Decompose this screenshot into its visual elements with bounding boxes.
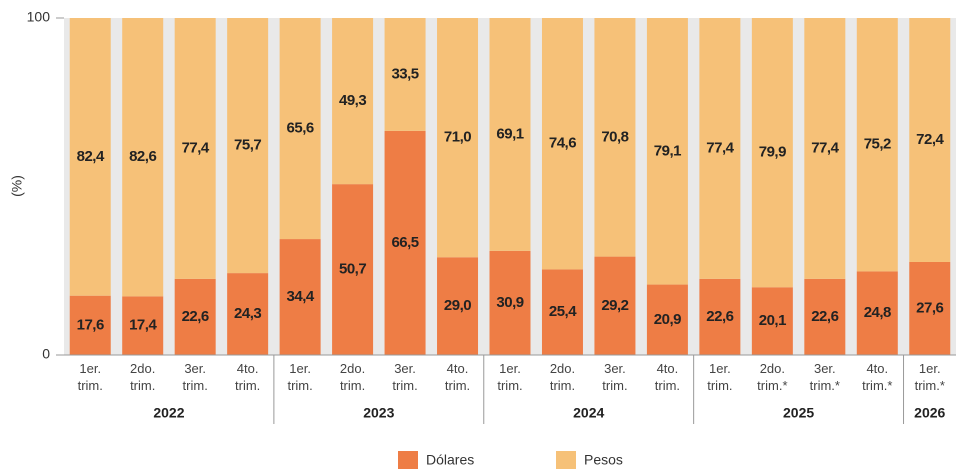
x-tick-label: 4to. trim. xyxy=(235,361,260,393)
value-label: 34,4 xyxy=(287,288,315,305)
bar-segment xyxy=(279,239,321,355)
value-label: 75,2 xyxy=(864,136,891,153)
year-label: 2023 xyxy=(363,405,394,421)
x-tick-label: 1er. trim. xyxy=(497,361,522,393)
legend-label: Dólares xyxy=(426,452,474,468)
x-tick-label: 2do. trim. xyxy=(550,361,575,393)
legend-swatch xyxy=(556,451,576,469)
value-label: 25,4 xyxy=(549,303,577,320)
legend-label: Pesos xyxy=(584,452,623,468)
year-label: 2026 xyxy=(914,405,945,421)
bar-segment xyxy=(804,18,846,279)
y-tick-label: 100 xyxy=(27,9,51,25)
x-tick-label: 2do. trim. xyxy=(130,361,155,393)
value-label: 30,9 xyxy=(496,294,523,311)
x-tick-label: 1er. trim.* xyxy=(915,361,945,393)
bar-segment xyxy=(541,269,583,355)
value-label: 24,3 xyxy=(234,305,261,322)
value-label: 71,0 xyxy=(444,129,471,146)
value-label: 22,6 xyxy=(811,308,838,325)
value-label: 65,6 xyxy=(287,120,314,137)
bar-segment xyxy=(646,18,688,285)
x-tick-label: 4to. trim. xyxy=(655,361,680,393)
value-label: 77,4 xyxy=(182,139,210,156)
value-label: 82,6 xyxy=(129,148,156,165)
bar-segment xyxy=(69,295,111,355)
value-label: 79,9 xyxy=(759,144,786,161)
bar-segment xyxy=(332,184,374,355)
value-label: 77,4 xyxy=(811,139,839,156)
value-label: 77,4 xyxy=(706,139,734,156)
bar-segment xyxy=(646,284,688,355)
year-label: 2024 xyxy=(573,405,604,421)
value-label: 82,4 xyxy=(77,148,105,165)
bar-segment xyxy=(69,18,111,296)
y-axis-label: (%) xyxy=(9,175,25,197)
bar-segment xyxy=(909,18,951,262)
bar-segment xyxy=(279,18,321,240)
value-label: 17,4 xyxy=(129,317,157,334)
bar-segment xyxy=(174,278,216,355)
bar-segment xyxy=(594,256,636,355)
value-label: 75,7 xyxy=(234,137,261,154)
x-tick-label: 3er. trim. xyxy=(392,361,417,393)
x-tick-label: 1er. trim. xyxy=(287,361,312,393)
value-label: 22,6 xyxy=(706,308,733,325)
bar-segment xyxy=(437,18,479,258)
value-label: 20,1 xyxy=(759,312,786,329)
value-label: 50,7 xyxy=(339,261,366,278)
value-label: 29,2 xyxy=(601,297,628,314)
year-label: 2025 xyxy=(783,405,814,421)
year-label: 2022 xyxy=(153,405,184,421)
value-label: 74,6 xyxy=(549,135,576,152)
x-tick-label: 1er. trim. xyxy=(78,361,103,393)
value-label: 33,5 xyxy=(391,65,418,82)
bar-segment xyxy=(489,18,531,251)
x-tick-label: 4to. trim.* xyxy=(862,361,892,393)
value-label: 24,8 xyxy=(864,304,891,321)
value-label: 72,4 xyxy=(916,131,944,148)
bar-segment xyxy=(804,278,846,355)
x-tick-label: 1er. trim. xyxy=(707,361,732,393)
value-label: 17,6 xyxy=(77,316,104,333)
x-tick-label: 3er. trim. xyxy=(183,361,208,393)
bar-segment xyxy=(541,18,583,270)
legend-swatch xyxy=(398,451,418,469)
bar-segment xyxy=(332,18,374,185)
x-tick-label: 2do. trim.* xyxy=(757,361,787,393)
bar-segment xyxy=(699,278,741,355)
value-label: 70,8 xyxy=(601,128,628,145)
bar-segment xyxy=(594,18,636,257)
x-tick-label: 3er. trim. xyxy=(602,361,627,393)
value-label: 29,0 xyxy=(444,297,471,314)
bar-segment xyxy=(384,130,426,355)
bar-segment xyxy=(751,18,793,288)
x-tick-label: 4to. trim. xyxy=(445,361,470,393)
bar-segment xyxy=(227,18,269,274)
value-label: 27,6 xyxy=(916,299,943,316)
bar-segment xyxy=(122,18,164,297)
bar-segment xyxy=(751,287,793,355)
bar-segment xyxy=(227,273,269,355)
bar-segment xyxy=(437,257,479,355)
bar-segment xyxy=(122,296,164,355)
value-label: 22,6 xyxy=(182,308,209,325)
y-tick-label: 0 xyxy=(42,346,50,362)
x-tick-label: 3er. trim.* xyxy=(810,361,840,393)
value-label: 69,1 xyxy=(496,125,523,142)
value-label: 20,9 xyxy=(654,311,681,328)
bar-segment xyxy=(699,18,741,279)
value-label: 66,5 xyxy=(391,234,418,251)
bar-segment xyxy=(174,18,216,279)
bar-segment xyxy=(856,271,898,355)
bar-segment xyxy=(856,18,898,272)
value-label: 49,3 xyxy=(339,92,366,109)
bar-segment xyxy=(384,18,426,131)
value-label: 79,1 xyxy=(654,142,681,159)
bar-segment xyxy=(489,250,531,355)
x-tick-label: 2do. trim. xyxy=(340,361,365,393)
bar-segment xyxy=(909,261,951,355)
